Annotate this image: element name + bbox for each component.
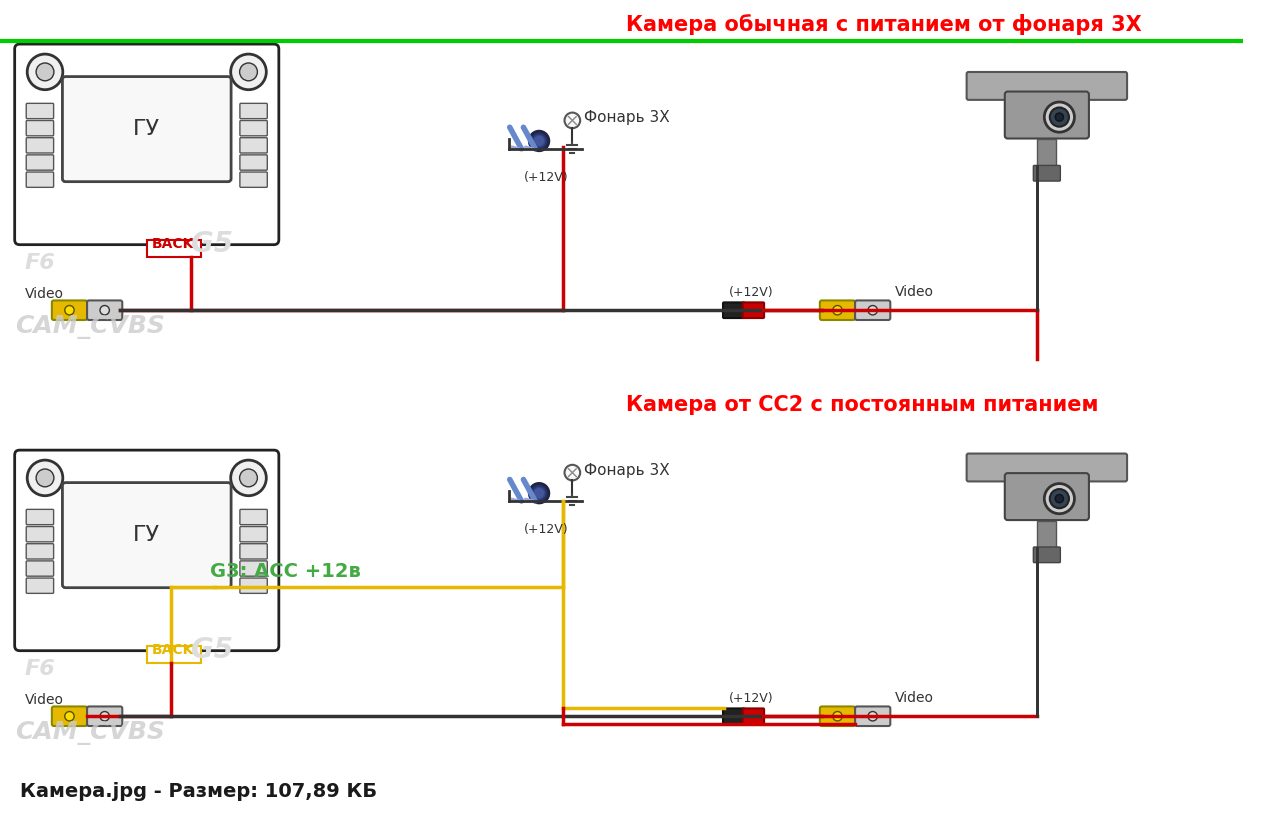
Text: ГУ: ГУ: [133, 119, 160, 139]
Circle shape: [1050, 108, 1069, 126]
FancyBboxPatch shape: [27, 578, 53, 594]
Text: BACK: BACK: [151, 236, 194, 250]
FancyBboxPatch shape: [27, 103, 53, 119]
FancyBboxPatch shape: [88, 300, 122, 320]
Circle shape: [533, 135, 545, 147]
FancyBboxPatch shape: [240, 561, 267, 576]
Bar: [1038, 521, 1057, 548]
Text: ГУ: ГУ: [133, 525, 160, 545]
FancyBboxPatch shape: [62, 483, 231, 588]
Circle shape: [65, 305, 74, 315]
Circle shape: [231, 460, 267, 496]
Text: G3: АСС +12в: G3: АСС +12в: [211, 562, 361, 581]
FancyBboxPatch shape: [27, 155, 53, 170]
Text: CAM_CVBS: CAM_CVBS: [15, 721, 165, 745]
FancyBboxPatch shape: [88, 706, 122, 726]
FancyBboxPatch shape: [240, 138, 267, 153]
Circle shape: [27, 460, 62, 496]
Circle shape: [867, 305, 878, 315]
Bar: [1038, 139, 1057, 167]
FancyBboxPatch shape: [820, 706, 855, 726]
FancyBboxPatch shape: [240, 509, 267, 525]
FancyBboxPatch shape: [52, 706, 88, 726]
FancyBboxPatch shape: [240, 121, 267, 135]
FancyBboxPatch shape: [240, 103, 267, 119]
Circle shape: [1055, 494, 1063, 502]
Circle shape: [36, 469, 53, 487]
FancyBboxPatch shape: [1005, 92, 1088, 139]
FancyBboxPatch shape: [723, 302, 744, 318]
FancyBboxPatch shape: [966, 72, 1126, 100]
Circle shape: [565, 112, 580, 128]
Text: Video: Video: [24, 694, 64, 708]
FancyBboxPatch shape: [27, 121, 53, 135]
Text: Фонарь 3Х: Фонарь 3Х: [584, 110, 669, 126]
FancyBboxPatch shape: [1005, 473, 1088, 520]
Text: Фонарь 3Х: Фонарь 3Х: [584, 462, 669, 478]
Text: CAM_CVBS: CAM_CVBS: [15, 314, 165, 339]
Circle shape: [240, 63, 258, 80]
Text: Video: Video: [24, 287, 64, 301]
FancyBboxPatch shape: [966, 453, 1126, 481]
FancyBboxPatch shape: [27, 138, 53, 153]
FancyBboxPatch shape: [52, 300, 88, 320]
FancyBboxPatch shape: [855, 300, 890, 320]
Circle shape: [833, 712, 842, 721]
Circle shape: [1044, 102, 1074, 132]
FancyBboxPatch shape: [1034, 547, 1060, 562]
Text: (+12V): (+12V): [523, 523, 568, 536]
Circle shape: [27, 54, 62, 89]
Text: (+12V): (+12V): [729, 691, 773, 704]
Circle shape: [100, 305, 109, 315]
Text: (+12V): (+12V): [729, 286, 773, 299]
FancyBboxPatch shape: [240, 544, 267, 559]
Circle shape: [240, 469, 258, 487]
Circle shape: [867, 712, 878, 721]
Circle shape: [833, 305, 842, 315]
Bar: [147, 240, 201, 258]
Text: BACK: BACK: [151, 643, 194, 657]
Text: Камера обычная с питанием от фонаря 3Х: Камера обычная с питанием от фонаря 3Х: [626, 15, 1142, 35]
FancyBboxPatch shape: [240, 578, 267, 594]
Text: Video: Video: [895, 285, 935, 299]
FancyBboxPatch shape: [240, 172, 267, 187]
FancyBboxPatch shape: [723, 709, 744, 724]
Circle shape: [533, 488, 545, 499]
Circle shape: [100, 712, 109, 721]
Bar: [147, 646, 201, 663]
FancyBboxPatch shape: [855, 706, 890, 726]
Circle shape: [530, 484, 549, 503]
Circle shape: [1050, 489, 1069, 508]
FancyBboxPatch shape: [15, 44, 279, 245]
Circle shape: [65, 712, 74, 721]
Text: Камера.jpg - Размер: 107,89 КБ: Камера.jpg - Размер: 107,89 КБ: [19, 782, 377, 801]
FancyBboxPatch shape: [27, 544, 53, 559]
FancyBboxPatch shape: [743, 302, 765, 318]
FancyBboxPatch shape: [62, 76, 231, 181]
Text: Video: Video: [895, 690, 935, 704]
FancyBboxPatch shape: [1034, 165, 1060, 181]
FancyBboxPatch shape: [240, 526, 267, 542]
Text: F6: F6: [24, 253, 55, 273]
FancyBboxPatch shape: [27, 172, 53, 187]
FancyBboxPatch shape: [27, 509, 53, 525]
FancyBboxPatch shape: [27, 561, 53, 576]
Text: Камера от СС2 с постоянным питанием: Камера от СС2 с постоянным питанием: [626, 395, 1099, 415]
FancyBboxPatch shape: [27, 526, 53, 542]
FancyBboxPatch shape: [743, 709, 765, 724]
Text: (+12V): (+12V): [523, 171, 568, 184]
Circle shape: [231, 54, 267, 89]
Circle shape: [530, 131, 549, 151]
FancyBboxPatch shape: [820, 300, 855, 320]
Text: G5: G5: [190, 230, 232, 258]
Circle shape: [36, 63, 53, 80]
FancyBboxPatch shape: [15, 450, 279, 651]
Circle shape: [1044, 484, 1074, 514]
Circle shape: [565, 465, 580, 480]
FancyBboxPatch shape: [240, 155, 267, 170]
Text: G5: G5: [190, 635, 232, 663]
Circle shape: [1055, 113, 1063, 122]
Text: F6: F6: [24, 659, 55, 679]
